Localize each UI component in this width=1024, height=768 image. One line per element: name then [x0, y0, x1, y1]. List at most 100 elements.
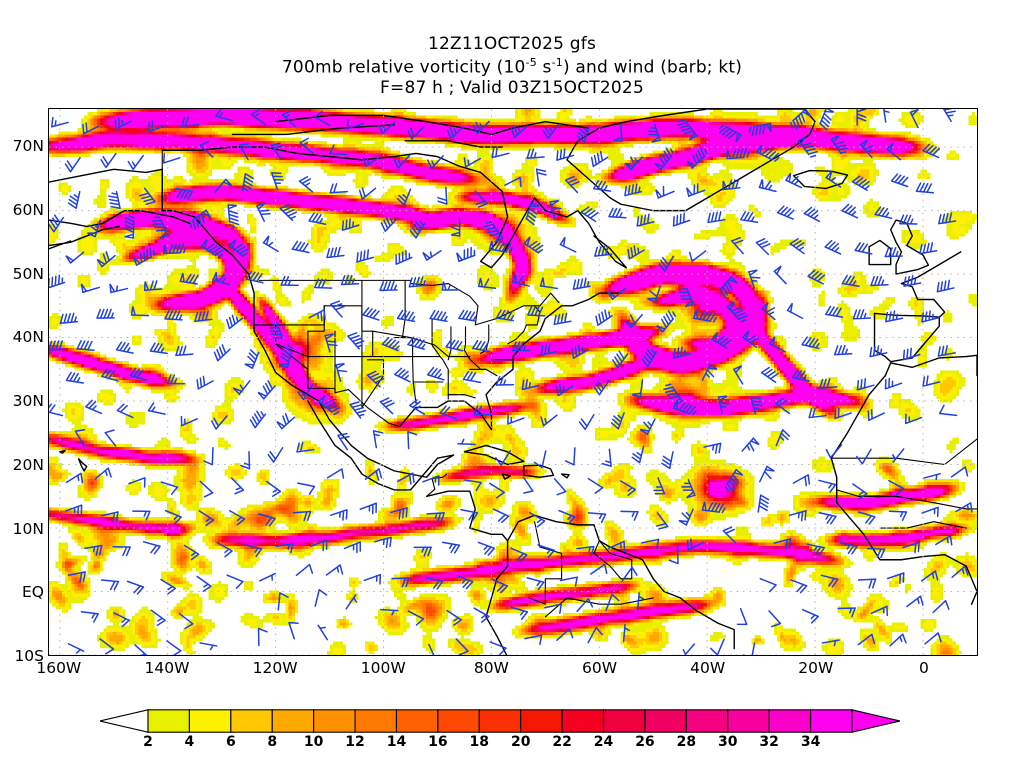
lat-label-EQ: EQ [22, 583, 44, 602]
wind-barb [884, 247, 904, 258]
wind-barb [463, 157, 482, 168]
colorbar-swatch [395, 709, 439, 733]
wind-barb [49, 214, 65, 233]
wind-barb [244, 544, 263, 558]
wind-barb [830, 134, 849, 155]
wind-barb [759, 577, 777, 593]
wind-barb [533, 450, 547, 469]
wind-barb [178, 612, 194, 630]
wind-barb [49, 340, 67, 351]
colorbar-swatch [147, 709, 190, 733]
colorbar-swatch [602, 709, 646, 733]
wind-barb [324, 333, 338, 353]
wind-barb [558, 509, 576, 525]
wind-barb [572, 277, 591, 290]
map-plot-area[interactable] [48, 108, 978, 656]
wind-barb [343, 541, 361, 554]
wind-barb [358, 187, 377, 200]
wind-barb [608, 207, 627, 219]
wind-barb [824, 305, 844, 318]
wind-barb [730, 236, 744, 255]
wind-barb [374, 536, 392, 549]
wind-barb [624, 156, 644, 171]
wind-barb [329, 183, 348, 194]
colorbar-swatch [188, 709, 232, 733]
wind-barb [510, 125, 529, 139]
wind-barb [636, 213, 655, 227]
lat-label-40N: 40N [12, 328, 44, 347]
wind-barb [457, 438, 476, 446]
wind-barb [181, 116, 200, 127]
lon-label-0: 0 [918, 659, 929, 677]
wind-barb [576, 545, 595, 557]
wind-barb [85, 399, 103, 415]
wind-barb [620, 510, 639, 521]
wind-barb [409, 220, 426, 239]
coastline [506, 514, 735, 650]
wind-barb [437, 186, 448, 205]
wind-barb [806, 543, 825, 557]
wind-barb [578, 414, 595, 431]
wind-barb [148, 120, 166, 133]
wind-barb [240, 450, 251, 470]
wind-barb [280, 275, 299, 287]
lat-label-30N: 30N [12, 392, 44, 411]
wind-barb [768, 336, 786, 353]
title-line-validity: F=87 h ; Valid 03Z15OCT2025 [380, 78, 644, 98]
wind-barb [132, 510, 151, 521]
wind-barb [886, 572, 905, 585]
wind-barb [65, 371, 84, 384]
wind-barb [621, 566, 638, 582]
wind-barb [296, 441, 315, 453]
wind-barb [378, 121, 396, 135]
wind-barb [166, 640, 182, 655]
colorbar-tick-26: 26 [635, 734, 655, 750]
coastline [77, 458, 88, 472]
coastline [566, 109, 816, 212]
wind-barb [788, 509, 807, 522]
wind-barb [116, 403, 134, 419]
wind-barb [149, 342, 168, 355]
wind-barb [279, 344, 293, 369]
wind-barb [857, 633, 876, 646]
wind-barb [160, 578, 177, 595]
wind-barb [356, 249, 375, 263]
wind-barb [510, 606, 529, 620]
wind-barb [920, 570, 939, 582]
colorbar-swatch [644, 709, 687, 733]
wind-barb [314, 588, 328, 607]
title-line-model: 12Z11OCT2025 gfs [427, 34, 597, 54]
wind-barb [408, 399, 426, 415]
political-border [836, 489, 859, 497]
wind-barb [67, 190, 81, 209]
wind-barb [553, 312, 572, 326]
wind-barb [522, 476, 534, 494]
wind-barb [379, 280, 398, 292]
wind-barb [549, 199, 562, 219]
wind-barb [678, 508, 694, 526]
wind-barb [921, 310, 940, 323]
lat-label-60N: 60N [12, 200, 44, 219]
wind-barb [49, 274, 66, 289]
wind-barb [592, 179, 612, 192]
wind-barb [491, 578, 509, 594]
wind-barb [580, 206, 599, 223]
wind-barb [101, 368, 119, 382]
colorbar [100, 709, 900, 733]
wind-barb [426, 512, 445, 523]
wind-barb [495, 450, 512, 466]
wind-barb [166, 374, 186, 385]
wind-barb [340, 274, 360, 286]
wind-barb [819, 378, 838, 389]
colorbar-tick-20: 20 [510, 734, 531, 750]
wind-barb [631, 445, 645, 464]
colorbar-tick-4: 4 [184, 734, 195, 750]
wind-barb [299, 137, 315, 155]
coastline [59, 449, 66, 454]
colorbar-tick-32: 32 [759, 734, 779, 750]
wind-barb [593, 379, 610, 396]
wind-barb [175, 345, 194, 357]
wind-barb [458, 309, 477, 322]
wind-barb [84, 544, 103, 556]
wind-barb [199, 140, 214, 158]
